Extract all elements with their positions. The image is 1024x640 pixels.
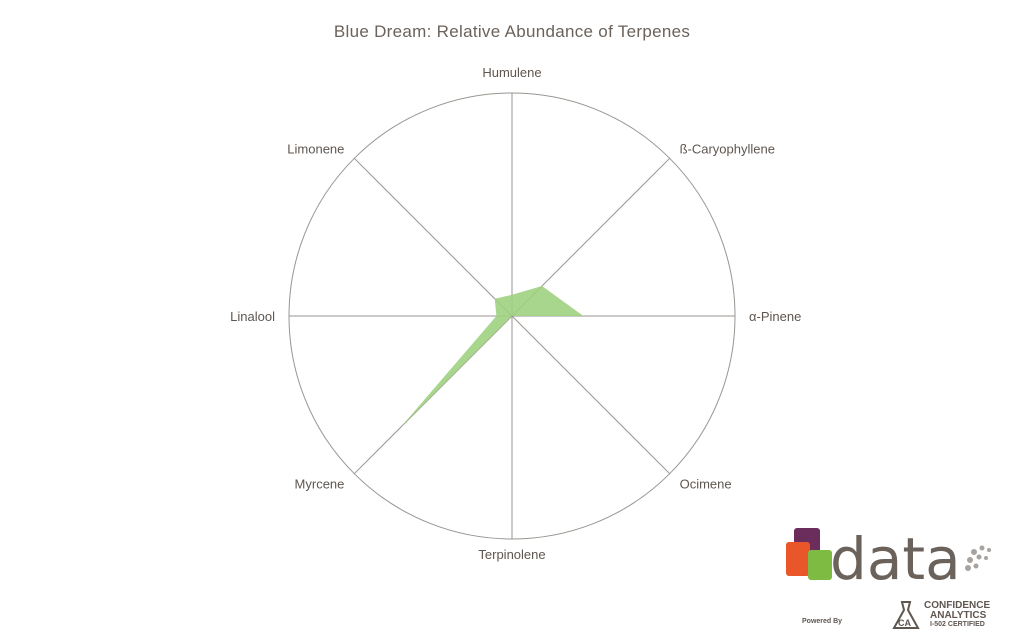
axis-label: ß-Caryophyllene [680, 141, 775, 156]
chart-title: Blue Dream: Relative Abundance of Terpen… [333, 22, 691, 41]
radar-axis-7 [353, 157, 513, 317]
axis-label: Linalool [230, 309, 275, 324]
axis-label: Humulene [482, 65, 541, 80]
company-line3: I-502 CERTIFIED [930, 621, 985, 628]
logo-orange-square [786, 542, 810, 576]
axis-label: Terpinolene [478, 547, 545, 562]
flask-icon [892, 601, 920, 629]
radar-axis-3 [511, 315, 671, 475]
powered-by-label: Powered By [802, 618, 842, 625]
company-line2: ANALYTICS [930, 610, 987, 621]
data-logo: data Powered By CA CONFIDENCE ANALYTICS … [786, 525, 991, 629]
axis-label: Limonene [287, 141, 344, 156]
logo-green-square [808, 550, 832, 580]
series-area [400, 286, 584, 428]
axis-label: Myrcene [295, 477, 345, 492]
logo-wordmark: data [830, 525, 961, 593]
axis-label: Ocimene [680, 477, 732, 492]
logo-dots-icon [965, 545, 991, 571]
ca-badge: CA [898, 618, 911, 628]
axis-label: α-Pinene [749, 309, 801, 324]
company-line1: CONFIDENCE [924, 600, 990, 611]
